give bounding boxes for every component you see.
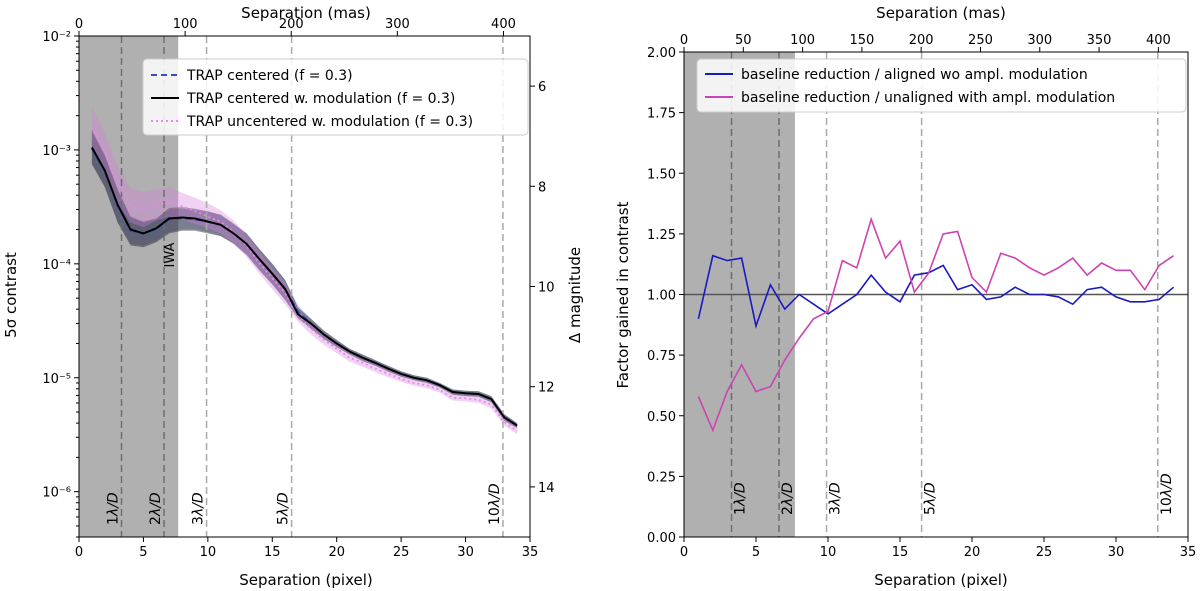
left-x2tick-label-2: 200 — [279, 17, 304, 32]
left-x2label: Separation (mas) — [241, 4, 371, 22]
right-x2tick-label-3: 150 — [849, 33, 874, 48]
right-xtick-label-0: 0 — [680, 545, 688, 560]
left-vline-label-4: 5λ/D — [276, 492, 292, 525]
left-ytick-label-4: 10⁻² — [42, 30, 71, 45]
right-ytick-label-8: 2.00 — [647, 46, 676, 61]
left-xtick-label-5: 25 — [393, 545, 410, 560]
right-vline-label-2: 2λ/D — [780, 482, 796, 515]
right-xtick-label-6: 30 — [1108, 545, 1125, 560]
right-vline-label-4: 5λ/D — [923, 482, 939, 515]
left-y2tick-label-4: 14 — [538, 481, 555, 496]
left-vline-label-5: 10λ/D — [487, 483, 503, 525]
left-x2tick-label-0: 0 — [75, 17, 83, 32]
left-xtick-label-0: 0 — [75, 545, 83, 560]
right-legend-label-2: baseline reduction / unaligned with ampl… — [741, 90, 1115, 106]
right-ytick-label-5: 1.25 — [647, 228, 676, 243]
left-xtick-label-3: 15 — [264, 545, 281, 560]
left-xtick-label-1: 5 — [139, 545, 147, 560]
left-ytick-label-1: 10⁻⁵ — [42, 372, 71, 387]
left-vline-label-2: 2λ/D — [148, 492, 164, 525]
right-x2tick-label-6: 300 — [1027, 33, 1052, 48]
right-xtick-label-7: 35 — [1180, 545, 1197, 560]
left-iwa-label: IWA — [163, 242, 178, 267]
right-x2tick-label-1: 50 — [735, 33, 752, 48]
right-xlabel: Separation (pixel) — [874, 571, 1008, 589]
right-x2label: Separation (mas) — [876, 4, 1006, 22]
right-ytick-label-4: 1.00 — [647, 289, 676, 304]
left-x2tick-label-3: 300 — [385, 17, 410, 32]
left-legend-label-2: TRAP centered w. modulation (f = 0.3) — [186, 91, 455, 107]
left-ytick-label-3: 10⁻³ — [42, 144, 71, 159]
right-x2tick-label-7: 350 — [1087, 33, 1112, 48]
right-series-1-line — [697, 254, 1175, 329]
right-xtick-label-1: 5 — [752, 545, 760, 560]
right-ytick-label-2: 0.50 — [647, 410, 676, 425]
right-vline-label-5: 10λ/D — [1159, 473, 1175, 515]
left-legend-label-3: TRAP uncentered w. modulation (f = 0.3) — [186, 114, 473, 130]
left-series-3-line — [91, 126, 518, 432]
right-vline-label-3: 3λ/D — [828, 482, 844, 515]
right-xtick-label-2: 10 — [820, 545, 837, 560]
right-ytick-label-1: 0.25 — [647, 470, 676, 485]
right-legend-box — [696, 58, 1187, 113]
left-xtick-label-4: 20 — [328, 545, 345, 560]
right-series-lines — [697, 216, 1175, 433]
left-y2label: Δ magnitude — [566, 247, 584, 343]
right-vline-label-1: 1λ/D — [733, 482, 749, 515]
left-vline-label-1: 1λ/D — [106, 492, 122, 525]
left-series-lines — [91, 126, 518, 432]
left-xtick-label-7: 35 — [522, 545, 539, 560]
right-x2tick-label-4: 200 — [909, 33, 934, 48]
left-x2tick-label-1: 100 — [173, 17, 198, 32]
left-y2tick-label-0: 6 — [538, 80, 546, 95]
left-axes: 0 5 10 15 20 25 30 35 0 100 200 300 400 10⁻⁶ 10⁻⁵ 10⁻⁴ 1… — [42, 17, 554, 560]
left-legend-label-1: TRAP centered (f = 0.3) — [186, 68, 353, 84]
left-vline-label-3: 3λ/D — [191, 492, 207, 525]
left-y2tick-label-1: 8 — [538, 180, 546, 195]
right-axes: 0 5 10 15 20 25 30 350 50 100 150 200 250 300 350 4000.… — [647, 33, 1196, 560]
right-xtick-label-4: 20 — [964, 545, 981, 560]
left-y2tick-label-3: 12 — [538, 381, 555, 396]
right-x2tick-label-0: 0 — [680, 33, 688, 48]
left-y2tick-label-2: 10 — [538, 281, 555, 296]
left-xtick-label-6: 30 — [457, 545, 474, 560]
right-xtick-label-5: 25 — [1036, 545, 1053, 560]
left-xtick-label-2: 10 — [200, 545, 217, 560]
right-series-2-line — [697, 216, 1175, 433]
left-legend: TRAP centered (f = 0.3) TRAP centered w. … — [142, 58, 529, 136]
left-x2tick-label-4: 400 — [491, 17, 516, 32]
right-legend: baseline reduction / aligned wo ampl. mo… — [696, 58, 1187, 113]
left-band-3 — [91, 106, 518, 435]
right-x2tick-label-5: 250 — [968, 33, 993, 48]
right-xtick-label-3: 15 — [892, 545, 909, 560]
right-x2tick-label-8: 400 — [1146, 33, 1171, 48]
left-chart: 1λ/D 2λ/D 3λ/D 5λ/D 10λ/D 0 5 10 15 20 25 30 35 0 100… — [2, 4, 584, 589]
left-ytick-label-0: 10⁻⁶ — [42, 486, 71, 501]
left-ylabel: 5σ contrast — [2, 252, 20, 338]
right-ytick-label-6: 1.50 — [647, 167, 676, 182]
left-legend-box — [142, 58, 529, 136]
right-x2tick-label-2: 100 — [790, 33, 815, 48]
right-ytick-label-7: 1.75 — [647, 107, 676, 122]
left-bands — [91, 106, 518, 435]
left-xlabel: Separation (pixel) — [239, 571, 373, 589]
right-legend-label-1: baseline reduction / aligned wo ampl. mo… — [741, 67, 1088, 83]
left-ytick-label-2: 10⁻⁴ — [42, 258, 71, 273]
right-ytick-label-3: 0.75 — [647, 349, 676, 364]
right-ytick-label-0: 0.00 — [647, 531, 676, 546]
right-ylabel: Factor gained in contrast — [614, 201, 632, 388]
left-series-2-line — [91, 147, 518, 427]
